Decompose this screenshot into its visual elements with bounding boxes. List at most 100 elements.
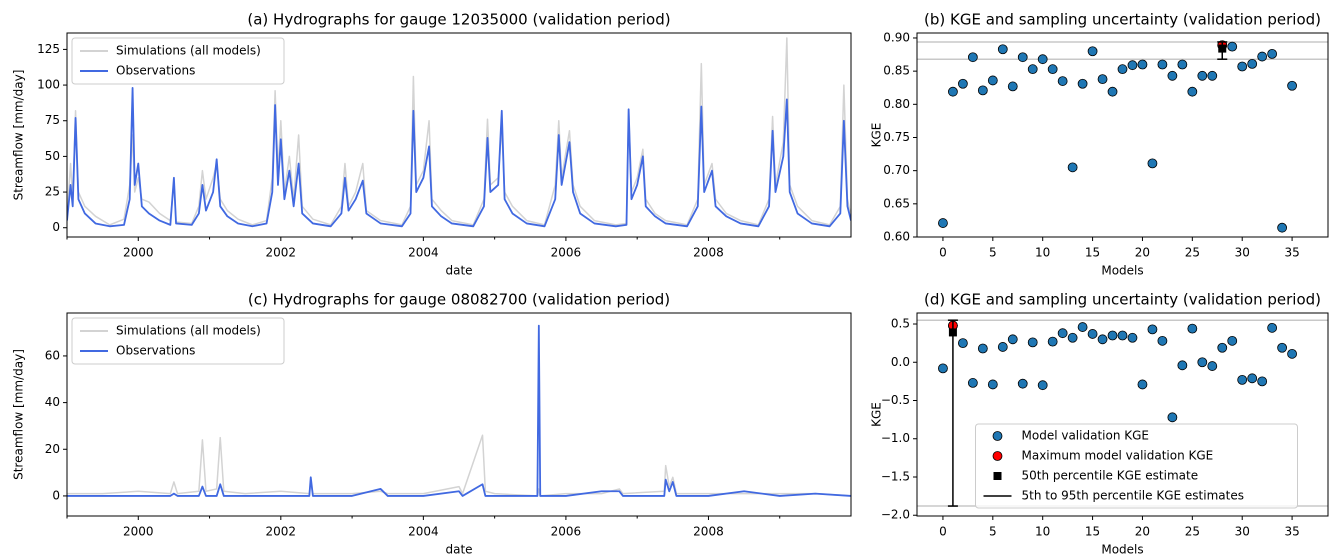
series-line xyxy=(67,324,851,497)
model-point xyxy=(1287,348,1297,359)
y-tick-label: 50 xyxy=(45,149,60,163)
legend-label: Simulations (all models) xyxy=(116,324,261,338)
x-tick-label: 2002 xyxy=(266,246,297,260)
model-point xyxy=(1017,378,1028,389)
model-point xyxy=(1137,379,1148,390)
legend-label: Observations xyxy=(116,64,195,78)
model-point xyxy=(1017,52,1028,63)
model-point xyxy=(987,379,998,390)
y-tick-label: 25 xyxy=(45,185,60,199)
x-tick-label: 2004 xyxy=(408,525,439,539)
x-tick-label: 20 xyxy=(1135,525,1150,539)
model-point xyxy=(1267,322,1278,333)
model-point xyxy=(1087,46,1098,57)
model-point xyxy=(1227,335,1238,346)
model-point xyxy=(948,86,958,97)
y-tick-label: 0.75 xyxy=(883,130,910,144)
y-tick-label: 0.90 xyxy=(883,30,910,44)
axes-frame xyxy=(916,312,1329,517)
x-tick-label: 0 xyxy=(939,246,947,260)
y-tick-label: 60 xyxy=(45,348,60,362)
model-point xyxy=(1277,222,1288,233)
y-tick-label: −1.0 xyxy=(881,431,910,445)
y-axis-label: KGE xyxy=(870,402,884,427)
model-point xyxy=(1067,332,1078,343)
y-tick-label: 0.5 xyxy=(891,317,910,331)
model-point xyxy=(1197,357,1208,368)
model-point xyxy=(1007,81,1018,92)
panel-title: (a) Hydrographs for gauge 12035000 (vali… xyxy=(247,11,670,29)
x-tick-label: 15 xyxy=(1085,246,1100,260)
panel: (b) KGE and sampling uncertainty (valida… xyxy=(870,11,1329,278)
legend-label: 5th to 95th percentile KGE estimates xyxy=(1022,489,1244,503)
model-point xyxy=(1037,54,1048,65)
model-point xyxy=(1177,59,1188,70)
model-point xyxy=(1027,64,1038,75)
y-tick-label: 125 xyxy=(37,42,60,56)
model-point xyxy=(997,44,1008,55)
median-marker xyxy=(1218,44,1227,53)
x-tick-label: 35 xyxy=(1284,246,1299,260)
plot-area xyxy=(917,40,1328,233)
y-tick-label: 0.80 xyxy=(883,97,910,111)
panel: (a) Hydrographs for gauge 12035000 (vali… xyxy=(12,11,852,278)
legend-box xyxy=(71,317,285,365)
model-point xyxy=(1177,360,1188,371)
plot-area xyxy=(67,37,851,228)
y-tick-label: −2.0 xyxy=(881,508,910,522)
model-point xyxy=(1227,41,1238,52)
model-point xyxy=(1107,330,1118,341)
median-marker xyxy=(948,328,957,337)
model-point xyxy=(1207,361,1218,371)
model-point xyxy=(1047,336,1058,347)
model-point xyxy=(1047,64,1058,75)
model-point xyxy=(1147,324,1158,335)
model-point xyxy=(1157,59,1168,70)
y-tick-label: 75 xyxy=(45,113,60,127)
model-point xyxy=(1247,58,1258,69)
y-tick-label: 0 xyxy=(52,488,60,502)
model-point xyxy=(1037,380,1048,391)
legend-swatch xyxy=(992,431,1003,441)
y-axis-label: KGE xyxy=(870,123,884,148)
model-point xyxy=(1057,76,1068,86)
model-point xyxy=(1117,64,1128,75)
y-tick-label: 0.70 xyxy=(883,163,910,177)
y-tick-label: 0.85 xyxy=(883,64,910,78)
x-tick-label: 2008 xyxy=(693,525,724,539)
series-line xyxy=(67,434,851,497)
model-point xyxy=(1097,334,1108,345)
x-tick-label: 35 xyxy=(1284,525,1299,539)
y-tick-label: −0.5 xyxy=(881,393,910,407)
x-tick-label: 0 xyxy=(939,525,947,539)
legend-label: Observations xyxy=(116,344,195,358)
x-tick-label: 25 xyxy=(1185,525,1200,539)
y-axis-label: Streamflow [mm/day] xyxy=(12,70,26,201)
axes-frame xyxy=(66,32,852,238)
x-tick-label: 2008 xyxy=(693,246,724,260)
x-tick-label: 30 xyxy=(1235,525,1250,539)
y-tick-label: 0.65 xyxy=(883,196,910,210)
legend-swatch xyxy=(992,451,1003,461)
model-point xyxy=(1147,158,1158,169)
legend-label: Simulations (all models) xyxy=(116,44,261,58)
x-tick-label: 30 xyxy=(1235,246,1250,260)
model-point xyxy=(1127,332,1138,343)
x-tick-label: 2000 xyxy=(123,525,154,539)
legend-label: Maximum model validation KGE xyxy=(1022,449,1214,463)
x-tick-label: 2006 xyxy=(551,246,582,260)
legend-label: 50th percentile KGE estimate xyxy=(1022,469,1199,483)
model-point xyxy=(1257,51,1268,62)
model-point xyxy=(967,52,978,63)
y-axis-label: Streamflow [mm/day] xyxy=(12,349,26,480)
model-point xyxy=(957,78,968,89)
model-point xyxy=(1107,86,1118,97)
model-point xyxy=(1027,337,1038,348)
panel-title: (c) Hydrographs for gauge 08082700 (vali… xyxy=(248,291,670,309)
x-axis-label: Models xyxy=(1101,264,1143,278)
model-point xyxy=(1117,330,1128,341)
x-axis-label: Models xyxy=(1101,543,1143,555)
model-point xyxy=(1257,376,1268,387)
legend-label: Model validation KGE xyxy=(1022,429,1150,443)
